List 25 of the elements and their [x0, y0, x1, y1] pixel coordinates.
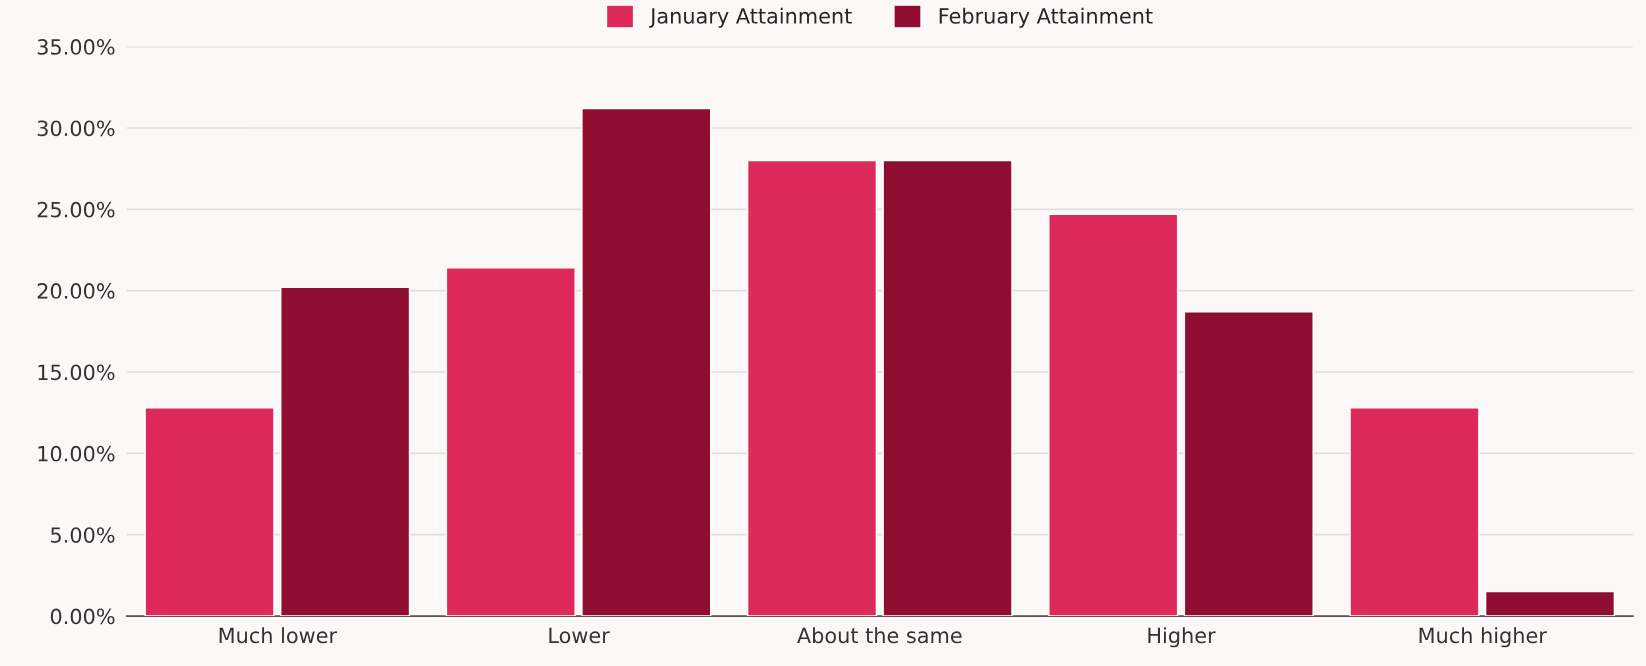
y-tick-label: 20.00% [37, 283, 115, 299]
bar [581, 107, 712, 617]
bar [1349, 407, 1480, 617]
bar [280, 286, 411, 617]
y-tick-label: 5.00% [51, 527, 115, 543]
bar [445, 267, 576, 617]
legend-label: January Attainment [649, 7, 852, 28]
x-tick-label: About the same [797, 627, 962, 644]
x-tick-label: Lower [549, 627, 610, 644]
bar [1048, 213, 1179, 617]
y-tick-label: 0.00% [50, 608, 115, 625]
y-tick-label: 15.00% [38, 364, 115, 381]
x-tick-label: Much lower [219, 627, 338, 644]
bar [1183, 311, 1314, 617]
y-tick-label: 10.00% [38, 445, 115, 462]
y-tick-label: 25.00% [37, 201, 115, 218]
y-tick-label: 30.00% [37, 120, 115, 137]
bar [1484, 590, 1616, 617]
bar [882, 159, 1013, 617]
legend-label: February Attainment [939, 7, 1153, 28]
bar [144, 407, 275, 617]
x-tick-label: Higher [1148, 627, 1216, 648]
y-tick-label: 35.00% [37, 39, 115, 55]
bar [746, 159, 878, 617]
x-tick-label: Much higher [1419, 627, 1547, 648]
